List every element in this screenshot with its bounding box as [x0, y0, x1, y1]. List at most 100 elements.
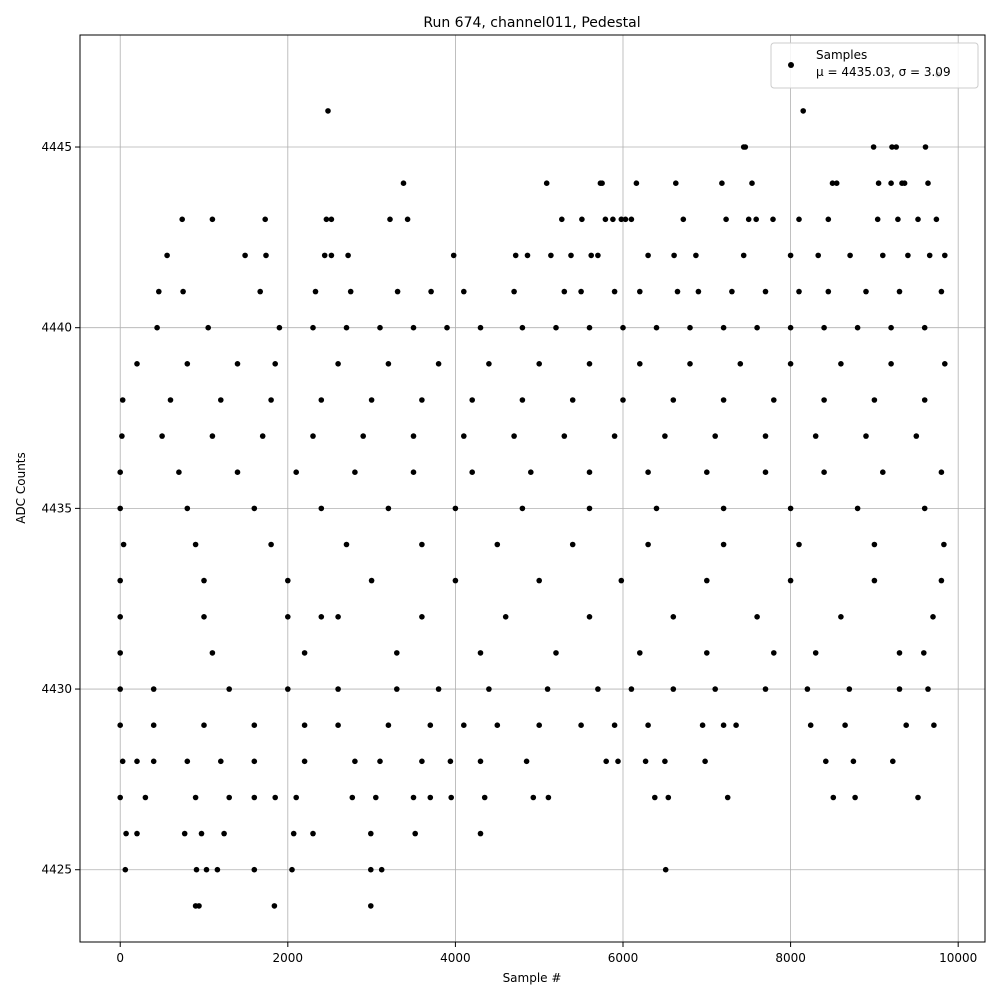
data-point [796, 216, 802, 223]
data-point [122, 866, 129, 873]
legend-box [770, 42, 979, 89]
data-point [740, 252, 747, 259]
data-point [870, 144, 877, 150]
data-point [117, 614, 123, 620]
data-point [117, 469, 123, 476]
data-point [257, 288, 264, 295]
x-axis: 0 2000 4000 6000 8000 10000 [116, 942, 977, 965]
data-point [821, 397, 827, 403]
data-point [419, 758, 425, 765]
data-point [536, 361, 542, 367]
data-point [733, 722, 739, 728]
data-point [134, 361, 140, 367]
data-point [712, 433, 718, 439]
data-point [846, 686, 853, 692]
data-point [553, 324, 559, 331]
data-point [637, 361, 643, 367]
data-point [117, 722, 123, 728]
data-point [196, 903, 202, 909]
data-point [251, 866, 258, 873]
data-point [628, 686, 635, 692]
data-point [477, 324, 484, 331]
data-point [545, 794, 552, 801]
data-point [335, 361, 341, 367]
data-points [117, 71, 948, 909]
data-point [662, 866, 669, 873]
data-point [913, 433, 920, 439]
data-point [662, 433, 668, 439]
data-point [368, 397, 375, 403]
data-point [394, 650, 400, 656]
data-point [933, 216, 940, 223]
data-point [578, 722, 584, 728]
data-point [942, 361, 948, 367]
data-point [321, 252, 328, 259]
y-tick-label: 4425 [41, 863, 72, 877]
data-point [512, 252, 519, 259]
data-point [693, 252, 699, 259]
data-point [117, 505, 123, 512]
data-point [181, 830, 188, 837]
data-point [123, 830, 129, 837]
data-point [771, 397, 777, 403]
data-point [770, 216, 776, 223]
data-point [702, 758, 708, 765]
data-point [921, 397, 928, 403]
data-point [586, 505, 593, 512]
data-point [687, 361, 693, 367]
data-point [301, 722, 308, 728]
data-point [628, 216, 635, 223]
data-point [880, 469, 886, 476]
data-point [729, 288, 735, 295]
data-point [896, 288, 903, 295]
data-point [218, 758, 224, 765]
data-point [645, 722, 651, 728]
data-point [821, 469, 827, 476]
data-point [875, 180, 882, 186]
data-point [301, 650, 308, 656]
data-point [481, 794, 488, 801]
data-point [428, 288, 434, 295]
data-point [821, 324, 827, 331]
data-point [863, 433, 869, 439]
data-point [394, 288, 401, 295]
data-point [723, 216, 729, 223]
data-point [117, 650, 123, 656]
data-point [419, 614, 425, 620]
data-point [622, 216, 629, 223]
data-point [850, 758, 857, 765]
data-point [272, 794, 279, 801]
data-point [586, 614, 593, 620]
data-point [771, 650, 777, 656]
data-point [847, 252, 853, 259]
data-point [871, 397, 878, 403]
data-point [343, 541, 350, 548]
data-point [842, 722, 848, 728]
data-point [915, 216, 921, 223]
data-point [787, 505, 794, 512]
data-point [874, 216, 881, 223]
data-point [544, 686, 551, 692]
data-point [385, 722, 392, 728]
data-point [377, 324, 383, 331]
data-point [134, 830, 140, 837]
data-point [352, 758, 358, 765]
data-point [687, 324, 693, 331]
data-point [201, 722, 207, 728]
data-point [620, 397, 626, 403]
legend-stats: μ = 4435.03, σ = 3.09 [816, 65, 951, 79]
data-point [290, 830, 297, 837]
data-point [720, 541, 727, 548]
data-point [444, 324, 450, 331]
data-point [310, 433, 316, 439]
data-point [896, 650, 903, 656]
data-point [325, 108, 331, 114]
data-point [360, 433, 367, 439]
data-point [579, 216, 585, 223]
data-point [704, 650, 710, 656]
data-point [184, 758, 191, 765]
data-point [720, 722, 727, 728]
data-point [645, 469, 651, 476]
data-point [477, 758, 484, 765]
data-point [387, 216, 393, 223]
